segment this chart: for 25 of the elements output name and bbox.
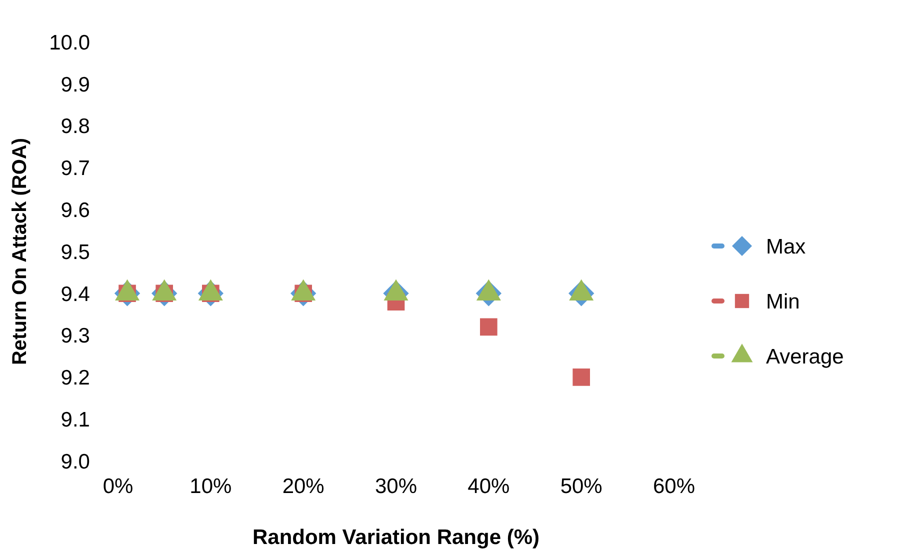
- x-tick-label: 40%: [468, 475, 510, 498]
- y-axis-title: Return On Attack (ROA): [9, 138, 31, 366]
- x-tick-label: 30%: [374, 475, 418, 498]
- x-tick-label: 60%: [652, 475, 696, 498]
- point: [572, 368, 590, 386]
- legend-label: Min: [766, 290, 800, 314]
- x-tick-label: 50%: [560, 475, 602, 498]
- y-tick-label: 9.6: [60, 198, 90, 222]
- legend-label: Max: [766, 235, 806, 258]
- point: [480, 318, 498, 336]
- x-axis-title: Random Variation Range (%): [252, 526, 540, 549]
- y-tick-label: 9.1: [60, 408, 90, 432]
- y-tick-label: 10.0: [49, 31, 90, 54]
- y-tick-label: 9.4: [60, 282, 90, 306]
- y-tick-label: 9.0: [60, 450, 90, 474]
- y-tick-label: 9.5: [60, 240, 90, 264]
- y-tick-label: 9.9: [60, 73, 90, 96]
- x-tick-label: 10%: [190, 475, 232, 498]
- y-tick-label: 9.7: [60, 157, 90, 180]
- legend-label: Average: [766, 345, 844, 368]
- x-tick-label: 20%: [282, 475, 324, 498]
- x-tick-label: 0%: [102, 475, 134, 498]
- y-tick-label: 9.8: [60, 115, 90, 138]
- y-tick-label: 9.2: [60, 366, 90, 390]
- y-tick-label: 9.3: [60, 324, 90, 348]
